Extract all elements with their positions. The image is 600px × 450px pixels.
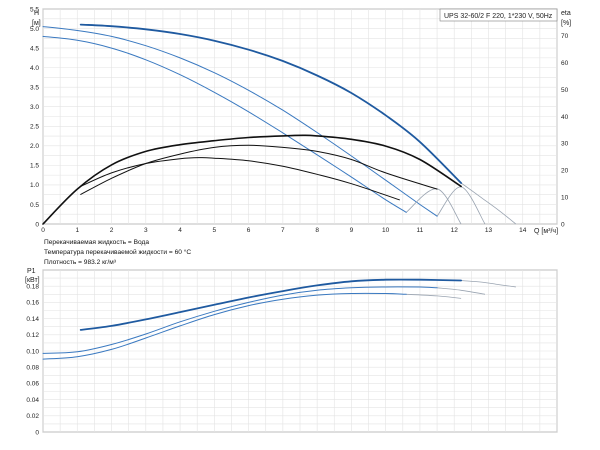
head-curve	[42, 26, 438, 217]
eta-y-tick-label: 70	[561, 33, 569, 40]
eta-y-tick-label: 60	[561, 60, 569, 67]
eta-y-tick-label: 10	[561, 194, 569, 201]
head-x-tick-label: 13	[485, 227, 493, 234]
fluid-info-density: Плотность = 983.2 кг/м³	[44, 259, 117, 266]
eta-y-tick-labels: 0 10 20 30 40 50 60 70	[561, 33, 569, 228]
head-y-axis-unit: [м]	[32, 20, 41, 27]
head-y-tick-label: 3.0	[30, 104, 39, 111]
head-y-tick-label: 1.5	[30, 163, 39, 170]
power-y-tick-label: 0.02	[26, 413, 39, 420]
eta-curve	[80, 144, 438, 195]
head-x-tick-labels: 0 1 2 3 4 5 6 7 8 9 10 11 12 13 14	[41, 227, 527, 234]
power-y-axis-unit: [кВт]	[25, 277, 40, 284]
head-series-group	[42, 23, 517, 225]
head-y-tick-label: 0.5	[30, 202, 39, 209]
power-series-group	[42, 278, 516, 360]
head-x-tick-label: 12	[451, 227, 459, 234]
head-y-tick-labels: 0 0.5 1.0 1.5 2.0 2.5 3.0 3.5 4.0 4.5 5.0 5.5	[30, 6, 39, 228]
power-chart: 0 0.02 0.04 0.06 0.08 0.10 0.12 0.14 0.16 0.18 P1…	[25, 268, 558, 437]
eta-y-axis-label: eta	[561, 10, 571, 17]
fluid-info-liquid: Перекачиваемая жидкость = Вода	[44, 239, 149, 246]
eta-curve	[80, 157, 400, 201]
head-x-tick-label: 2	[110, 227, 114, 234]
power-y-axis-label: P1	[27, 268, 36, 275]
eta-y-axis-unit: [%]	[561, 20, 571, 27]
head-x-tick-label: 5	[213, 227, 217, 234]
power-curve	[42, 286, 438, 354]
head-chart: 0 1 2 3 4 5 6 7 8 9 10 11 12 13 14 00.51.01.52.02.53.0…	[30, 6, 571, 235]
head-y-tick-label: 2.0	[30, 143, 39, 150]
head-curve	[42, 35, 407, 213]
power-y-tick-label: 0.08	[26, 365, 39, 372]
title-box	[439, 8, 558, 22]
head-curve-extension	[460, 182, 517, 225]
power-y-tick-label: 0.04	[26, 397, 39, 404]
power-curve-extension	[437, 287, 486, 295]
power-y-tick-label: 0.10	[26, 348, 39, 355]
head-x-tick-label: 8	[315, 227, 319, 234]
eta-y-tick-label: 30	[561, 141, 569, 148]
head-x-tick-label: 4	[178, 227, 182, 234]
eta-y-tick-label: 40	[561, 114, 569, 121]
head-x-tick-label: 0	[41, 227, 45, 234]
head-y-axis-label: H	[34, 10, 39, 17]
head-curve	[79, 23, 462, 184]
power-y-tick-label: 0	[35, 429, 39, 436]
head-x-tick-label: 1	[75, 227, 79, 234]
head-y-tick-label: 4.5	[30, 45, 39, 52]
power-curve-extension	[461, 280, 516, 288]
head-y-tick-label: 0	[35, 221, 39, 228]
head-x-tick-label: 14	[519, 227, 527, 234]
power-chart-grid	[42, 269, 558, 433]
eta-y-tick-label: 0	[561, 221, 565, 228]
head-y-tick-label: 2.5	[30, 124, 39, 131]
flow-x-axis-label: Q [м³/ч]	[534, 228, 558, 235]
power-y-tick-label: 0.18	[26, 284, 39, 291]
fluid-info-temperature: Температура перекачиваемой жидкости = 60…	[44, 248, 191, 256]
power-y-tick-labels: 0 0.02 0.04 0.06 0.08 0.10 0.12 0.14 0.16 0.18	[26, 284, 39, 437]
head-x-tick-label: 7	[281, 227, 285, 234]
fluid-info: Перекачиваемая жидкость = Вода Температу…	[44, 239, 191, 266]
power-y-tick-label: 0.12	[26, 332, 39, 339]
power-y-tick-label: 0.06	[26, 381, 39, 388]
eta-curve	[42, 134, 462, 225]
head-x-tick-label: 10	[382, 227, 390, 234]
power-curve-extension	[406, 293, 462, 299]
power-y-tick-label: 0.14	[26, 316, 39, 323]
eta-y-tick-label: 20	[561, 168, 569, 175]
eta-y-tick-label: 50	[561, 87, 569, 94]
head-y-tick-label: 5.5	[30, 6, 39, 13]
power-y-tick-label: 0.16	[26, 300, 39, 307]
head-curve-extension	[405, 188, 462, 225]
head-x-tick-label: 9	[350, 227, 354, 234]
head-curve-extension	[436, 186, 486, 225]
power-curve	[79, 278, 462, 331]
head-y-tick-label: 4.0	[30, 65, 39, 72]
head-y-tick-label: 5.0	[30, 26, 39, 33]
head-y-tick-label: 3.5	[30, 84, 39, 91]
chart-title: UPS 32-60/2 F 220, 1*230 V, 50Hz	[444, 13, 553, 20]
head-x-tick-label: 3	[144, 227, 148, 234]
head-x-tick-label: 11	[417, 227, 424, 234]
head-chart-grid	[42, 8, 558, 225]
head-y-tick-label: 1.0	[30, 182, 39, 189]
head-x-tick-label: 6	[247, 227, 251, 234]
power-curve	[42, 292, 407, 360]
